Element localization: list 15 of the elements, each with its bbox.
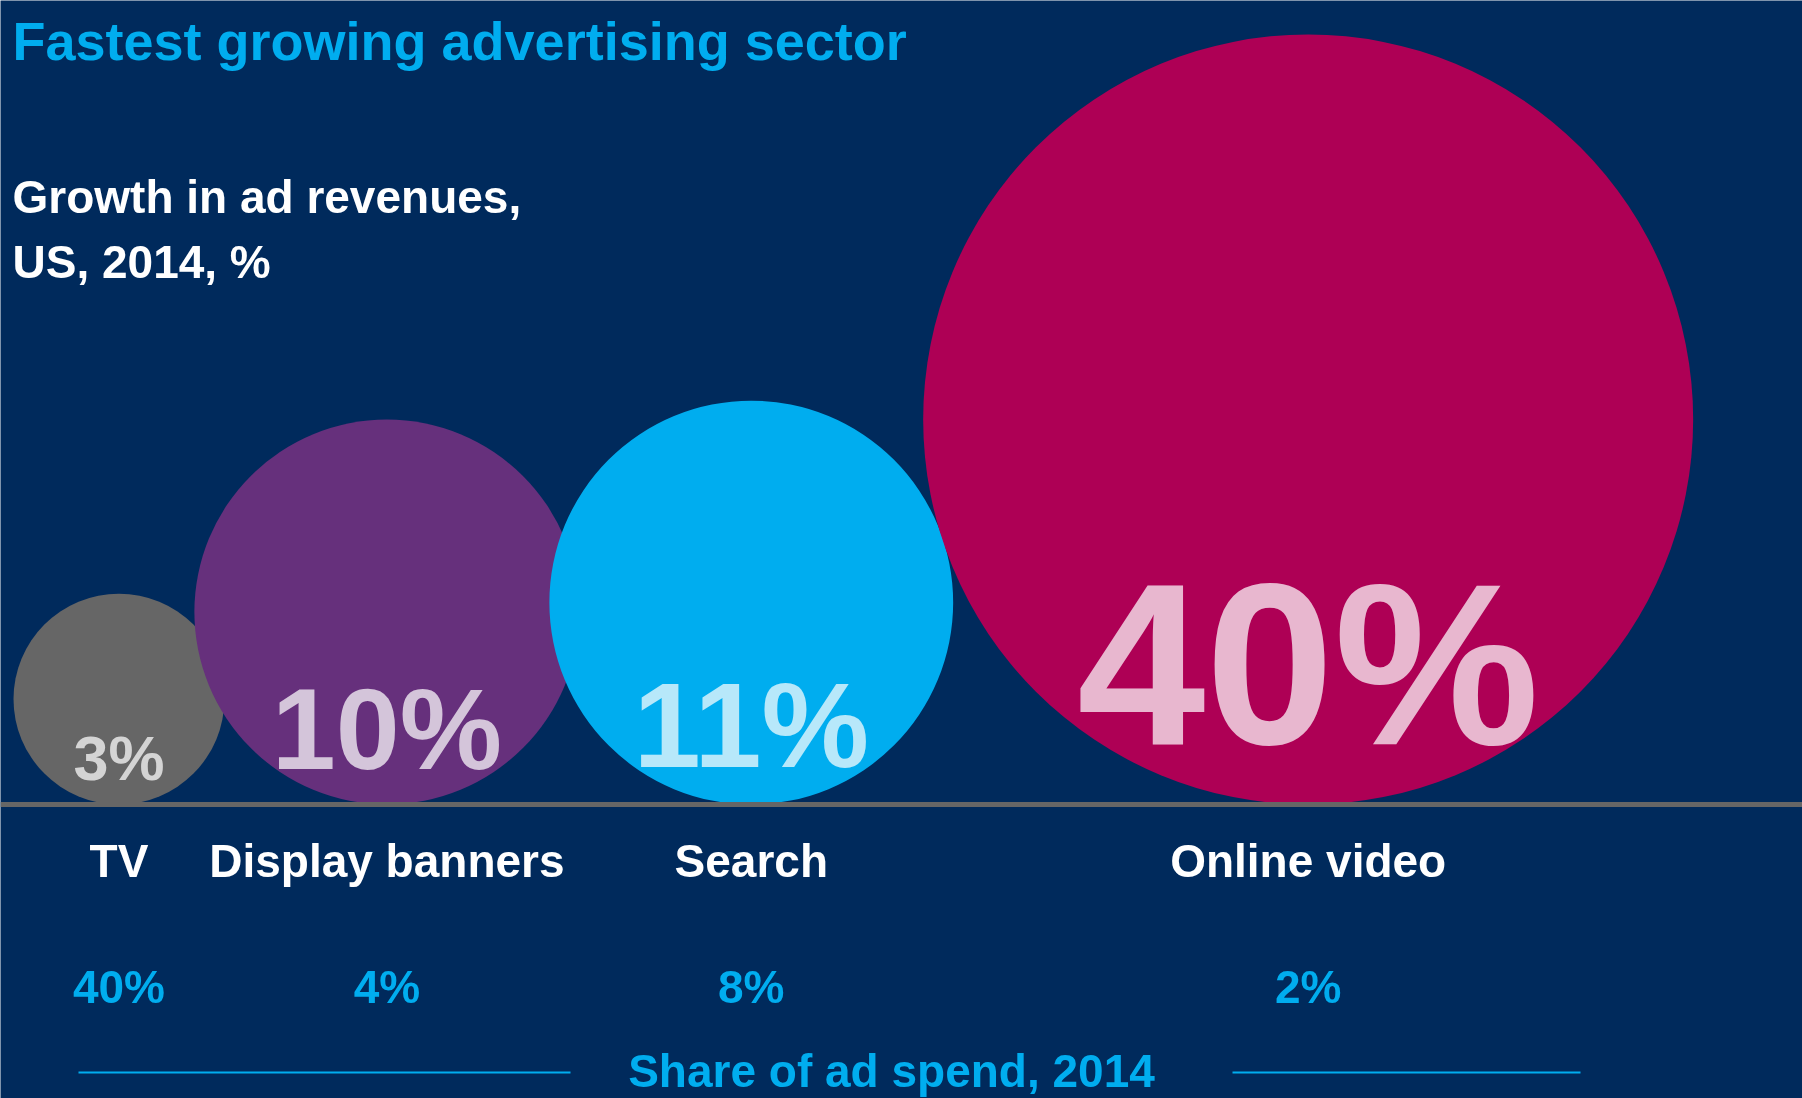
category-label: Online video (1170, 834, 1447, 887)
data-label: 10% (271, 664, 502, 793)
data-label: 3% (73, 722, 165, 793)
data-label: 11% (633, 656, 870, 793)
category-label: Search (674, 834, 828, 887)
text: 4% (353, 960, 421, 1013)
data-label: 40% (1077, 534, 1540, 793)
category-label: TV (89, 834, 149, 887)
category-label: Display banners (209, 834, 565, 887)
text: 40% (72, 960, 165, 1013)
text: Fastest growing advertising sector (12, 10, 907, 71)
text: 2% (1274, 960, 1342, 1013)
text: Share of ad spend, 2014 (628, 1044, 1156, 1097)
text: Growth in ad revenues, US, 2014, % (12, 170, 522, 288)
text: 8% (718, 960, 785, 1013)
